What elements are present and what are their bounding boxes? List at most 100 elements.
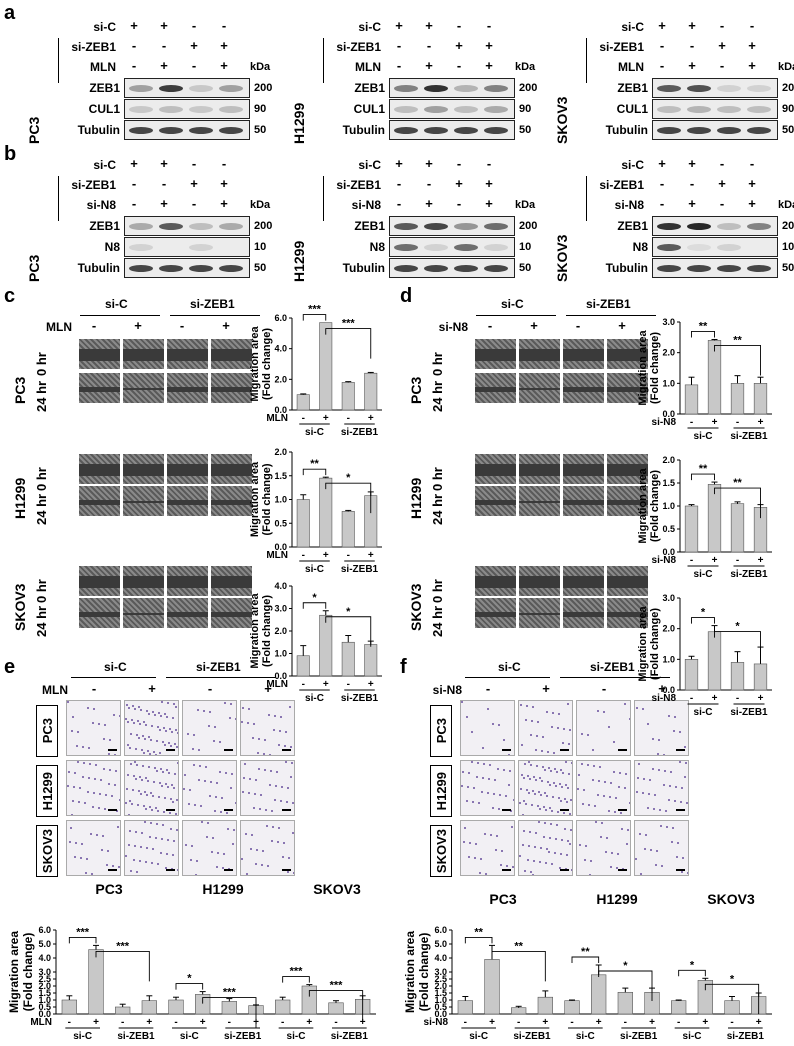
- trans-f-stained-cell: [608, 810, 610, 812]
- scratch-c-wound-gap: [79, 576, 120, 588]
- blot-a-row-label: si-ZEB1: [599, 40, 644, 54]
- bar: [484, 959, 500, 1015]
- scratch-d-cell-layer: [475, 373, 516, 388]
- blot-a-sign: -: [396, 38, 402, 53]
- y-tick-label: 2.0: [274, 374, 287, 384]
- trans-f-stained-cell: [537, 805, 539, 807]
- y-tick-label: 1.0: [274, 649, 287, 659]
- trans-e-stained-cell: [138, 737, 140, 739]
- trans-f-stained-cell: [560, 800, 562, 802]
- blot-b-band: [657, 244, 681, 251]
- scratch-d-wound-gap: [563, 499, 604, 505]
- blot-a-protein-label: Tubulin: [342, 123, 385, 137]
- blot-a-protein-label: ZEB1: [89, 81, 120, 95]
- scratch-c-wound-gap: [211, 576, 252, 588]
- trans-e-stained-cell: [253, 723, 255, 725]
- trans-e-stained-cell: [117, 826, 119, 828]
- x-sign-label: +: [360, 1017, 366, 1028]
- scratch-c-wound-image: [166, 485, 209, 517]
- y-tick-label: 2.0: [434, 981, 447, 991]
- scratch-d-cell-line-label: PC3: [408, 376, 424, 404]
- trans-f-stained-cell: [652, 738, 654, 740]
- trans-e-stained-cell: [137, 804, 139, 806]
- x-sign-label: +: [758, 693, 764, 704]
- trans-e-stained-cell: [139, 776, 141, 778]
- trans-f-stained-cell: [549, 784, 551, 786]
- blot-b-band: [159, 223, 183, 230]
- trans-e-stained-cell: [144, 821, 146, 823]
- trans-e-stained-cell: [93, 708, 95, 710]
- blot-a-band: [189, 85, 213, 92]
- trans-e-stained-cell: [116, 810, 118, 812]
- bar: [511, 1007, 527, 1015]
- significance-bracket: [325, 616, 372, 647]
- trans-e-stained-cell: [163, 811, 165, 813]
- blot-a-sign: -: [191, 18, 197, 33]
- scratch-c-cell-layer: [211, 388, 252, 403]
- trans-e-stained-cell: [157, 726, 159, 728]
- scratch-d-cell-layer: [563, 373, 604, 388]
- trans-f-stained-cell: [594, 805, 596, 807]
- y-tick-label: 1.0: [38, 995, 51, 1005]
- significance-label: *: [346, 472, 351, 484]
- scratch-c-treat-sign: +: [222, 318, 230, 333]
- trans-f-stained-cell: [543, 836, 545, 838]
- trans-e-stained-cell: [134, 845, 136, 847]
- blot-a-mw-label: 200: [254, 82, 273, 94]
- blot-b-protein-label: N8: [369, 240, 385, 254]
- trans-e-stained-cell: [221, 797, 223, 799]
- trans-f-stained-cell: [479, 872, 481, 874]
- scratch-c-wound-image: [210, 453, 253, 485]
- blot-a-band: [484, 85, 508, 92]
- scratch-d-cell-layer: [563, 388, 604, 403]
- panel-letter-f: f: [400, 656, 407, 678]
- trans-e-stained-cell: [230, 703, 232, 705]
- scratch-c-wound-gap: [167, 386, 208, 392]
- blot-a-band: [394, 106, 418, 113]
- trans-f-stained-cell: [648, 793, 650, 795]
- scratch-d-wound-image: [606, 597, 649, 629]
- trans-f-scale-bar: [676, 809, 685, 811]
- blot-b-band: [189, 223, 213, 230]
- significance-bracket: [598, 970, 653, 1001]
- trans-e-stained-cell: [134, 761, 136, 763]
- trans-e-stained-cell: [126, 704, 128, 706]
- trans-e-cell-line-label: SKOV3: [39, 828, 55, 874]
- trans-f-stained-cell: [639, 833, 641, 835]
- trans-f-stained-cell: [673, 730, 675, 732]
- trans-f-stained-cell: [679, 731, 681, 733]
- scratch-c-time-label: 24 hr: [34, 493, 49, 525]
- blot-a-row-label: si-ZEB1: [71, 40, 116, 54]
- scratch-d-wound-gap: [475, 499, 516, 505]
- trans-e-stained-cell: [143, 721, 145, 723]
- trans-e-stained-cell: [166, 769, 168, 771]
- scratch-d-cell-layer: [607, 486, 648, 501]
- scratch-c-wound-gap: [211, 386, 252, 392]
- scratch-d-wound-image: [562, 372, 605, 404]
- trans-f-stained-cell: [611, 852, 613, 854]
- scratch-d-treat-sign: +: [530, 318, 538, 333]
- trans-f-stained-cell: [681, 871, 683, 873]
- trans-e-stained-cell: [284, 745, 286, 747]
- scratch-c-wound-image: [78, 338, 121, 370]
- blot-a-mw-label: 50: [519, 124, 532, 136]
- trans-e-stained-cell: [115, 770, 117, 772]
- trans-e-stained-cell: [146, 710, 148, 712]
- trans-e-stained-cell: [152, 711, 154, 713]
- scratch-c-wound-image: [78, 565, 121, 597]
- trans-e-stained-cell: [278, 744, 280, 746]
- trans-f-stained-cell: [547, 781, 549, 783]
- trans-e-stained-cell: [219, 741, 221, 743]
- trans-f-stained-cell: [484, 833, 486, 835]
- scratch-c-time-label: 24 hr: [34, 605, 49, 637]
- trans-e-stained-cell: [193, 734, 195, 736]
- bar: [319, 614, 333, 677]
- x-sign-label: -: [228, 1017, 231, 1028]
- scratch-d-cell-layer: [519, 501, 560, 516]
- scratch-c-wound-gap: [167, 611, 208, 617]
- trans-f-stained-cell: [531, 720, 533, 722]
- trans-e-stained-cell: [109, 769, 111, 771]
- scratch-d-group-sic: si-C: [501, 297, 524, 311]
- y-tick-label: 1.5: [38, 988, 51, 998]
